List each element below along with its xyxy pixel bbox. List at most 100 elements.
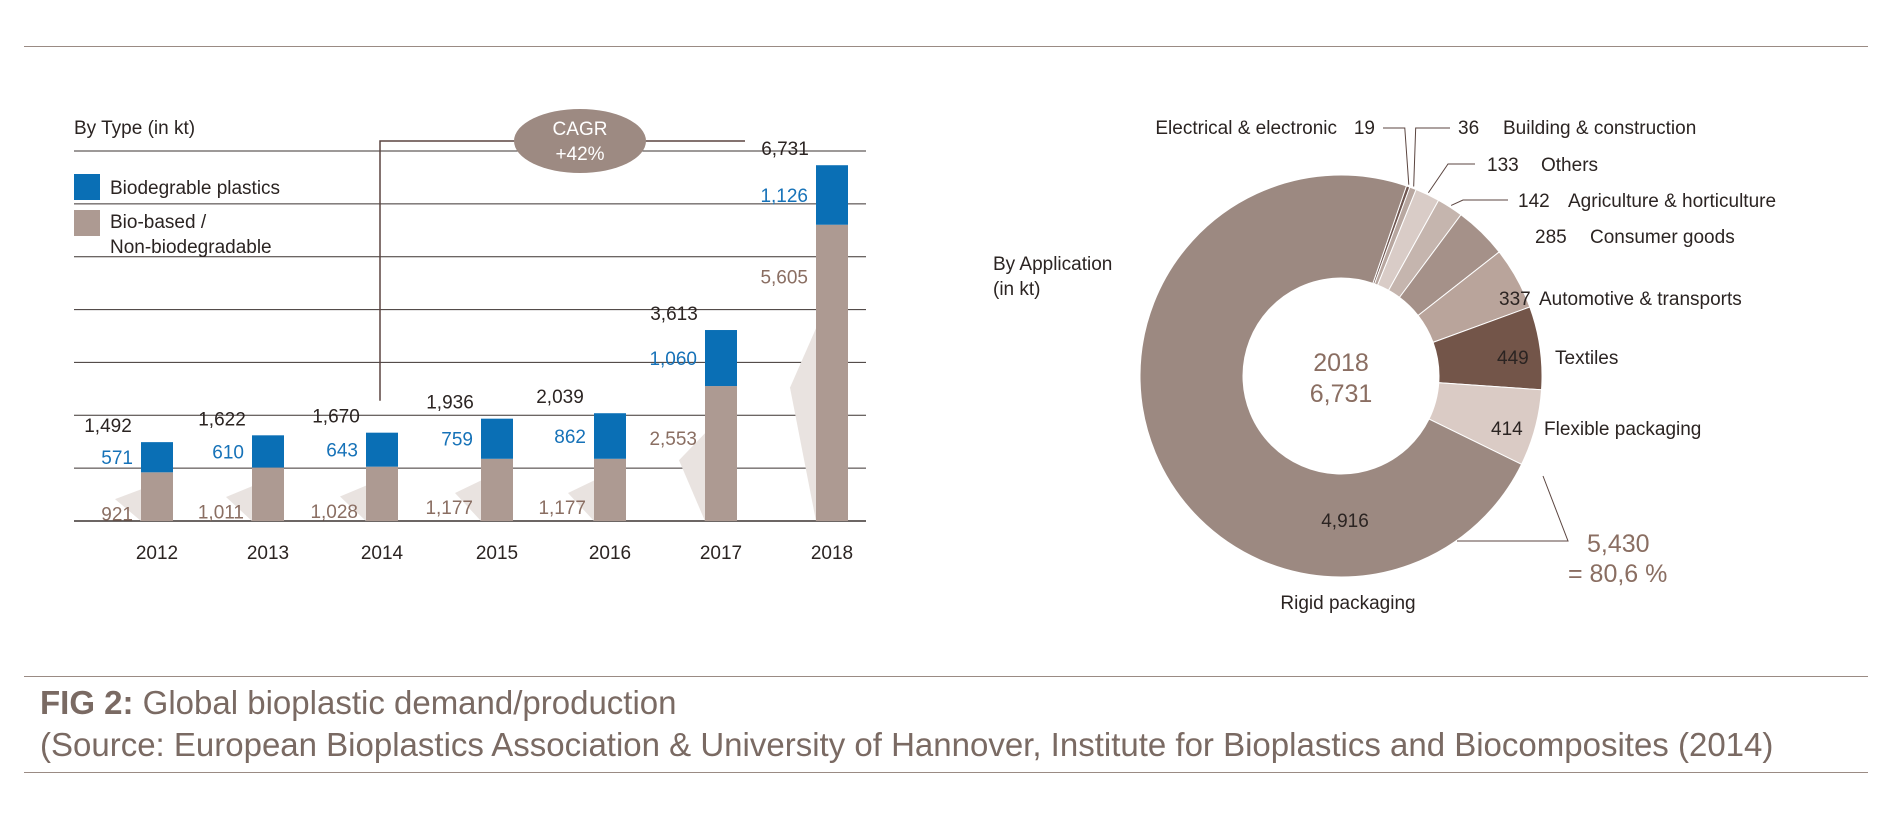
bar-biobased [252,467,284,521]
bar-biodegradable [481,418,513,459]
bar-label-biodegradable: 759 [441,430,473,451]
bar-shadow [115,489,141,521]
cagr-value: +42% [555,144,604,165]
cagr-bubble [514,109,646,173]
bar-shadow [679,433,705,521]
bar-label-biobased: 1,028 [310,502,358,523]
bar-label-total: 1,622 [198,409,246,430]
x-tick-label: 2015 [476,543,518,564]
donut-title-line2: (in kt) [993,279,1041,300]
bar-biobased [141,472,173,521]
figure-caption: FIG 2: Global bioplastic demand/producti… [40,682,1860,766]
callout-leader [1450,199,1508,206]
bar-label-biobased: 1,011 [198,502,244,523]
cagr-label: CAGR [553,119,608,140]
bar-label-biodegradable: 643 [326,441,358,462]
slice-label: Textiles [1555,348,1618,369]
bar-biodegradable [816,165,848,225]
bar-label-biobased: 2,553 [649,429,697,450]
legend-label-biobased-line1: Bio-based / [110,212,207,233]
slice-value: 4,916 [1321,511,1369,532]
bar-label-biodegradable: 862 [554,427,586,448]
x-tick-label: 2016 [589,543,631,564]
bar-label-biobased: 921 [101,505,133,526]
bar-biodegradable [141,442,173,473]
caption-top-rule [24,676,1868,677]
bar-biobased [816,224,848,521]
bar-shadow [568,480,594,521]
callout-leader [1427,163,1475,194]
bracket-share: = 80,6 % [1568,560,1667,588]
donut-slice [1139,174,1523,578]
bar-shadow [455,480,481,521]
bar-label-total: 1,936 [426,393,474,414]
slice-value: 285 [1535,227,1567,248]
bar-label-total: 1,670 [312,407,360,428]
caption-title: Global bioplastic demand/production [133,684,677,721]
bar-label-biobased: 1,177 [538,498,586,519]
top-rule [24,46,1868,47]
bar-biobased [594,458,626,521]
donut-title-line1: By Application [993,254,1112,275]
bar-label-total: 6,731 [761,139,809,160]
caption-fig-label: FIG 2: [40,684,134,721]
bar-biobased [705,386,737,521]
slice-label: Others [1541,155,1598,176]
bar-biobased [481,458,513,521]
bar-shadow [340,485,366,521]
bar-biodegradable [705,330,737,387]
bar-chart: By Type (in kt) Biodegrable plastics Bio-b… [74,109,866,564]
x-tick-label: 2012 [136,543,178,564]
bar-chart-title: By Type (in kt) [74,118,195,139]
bracket-total: 5,430 [1587,530,1650,558]
callout-leader [1413,127,1450,187]
x-tick-label: 2017 [700,543,742,564]
caption-source: (Source: European Bioplastics Associatio… [40,726,1774,763]
bar-biodegradable [594,413,626,459]
slice-value: 36 [1458,118,1479,139]
slice-value: 337 [1499,289,1531,310]
slice-value: 449 [1497,348,1529,369]
slice-label: Consumer goods [1590,227,1735,248]
legend-label-biobased-line2: Non-biodegradable [110,237,272,258]
bar-label-biodegradable: 571 [101,448,133,469]
donut-center-total: 6,731 [1310,380,1373,408]
callout-leader [1457,475,1569,542]
legend-swatch-biobased [74,210,100,236]
donut-chart: By Application (in kt) 2018 6,731 19 Electric… [993,118,1776,614]
x-tick-label: 2014 [361,543,404,564]
bar-label-biobased: 1,177 [425,498,473,519]
bar-biodegradable [252,435,284,468]
cagr-connector-left [379,140,515,401]
bar-biobased [366,466,398,521]
x-tick-label: 2013 [247,543,289,564]
bar-label-total: 3,613 [650,304,698,325]
bar-biodegradable [366,432,398,467]
slice-value: 133 [1487,155,1519,176]
slice-value: 19 [1354,118,1375,139]
legend-label-biodegradable: Biodegrable plastics [110,178,280,199]
bar-label-total: 1,492 [84,416,132,437]
bar-shadow [226,486,252,521]
slice-label: Building & construction [1503,118,1696,139]
caption-title-line: FIG 2: Global bioplastic demand/producti… [40,682,1860,724]
slice-value: 142 [1518,191,1550,212]
bar-label-biodegradable: 1,126 [760,186,808,207]
slice-label: Electrical & electronic [1155,118,1337,139]
bar-label-biobased: 5,605 [760,268,808,289]
slice-label: Flexible packaging [1544,419,1701,440]
slice-value: 414 [1491,419,1523,440]
slice-label: Agriculture & horticulture [1568,191,1776,212]
callout-leader [1383,127,1410,185]
caption-bottom-rule [24,772,1868,773]
slice-label: Automotive & transports [1539,289,1742,310]
bar-label-biodegradable: 1,060 [649,349,697,370]
slice-label: Rigid packaging [1280,593,1415,614]
legend-swatch-biodegradable [74,174,100,200]
bar-shadow [790,328,816,521]
x-tick-label: 2018 [811,543,853,564]
bar-label-total: 2,039 [536,387,584,408]
donut-center-year: 2018 [1313,349,1369,377]
bar-label-biodegradable: 610 [212,442,244,463]
